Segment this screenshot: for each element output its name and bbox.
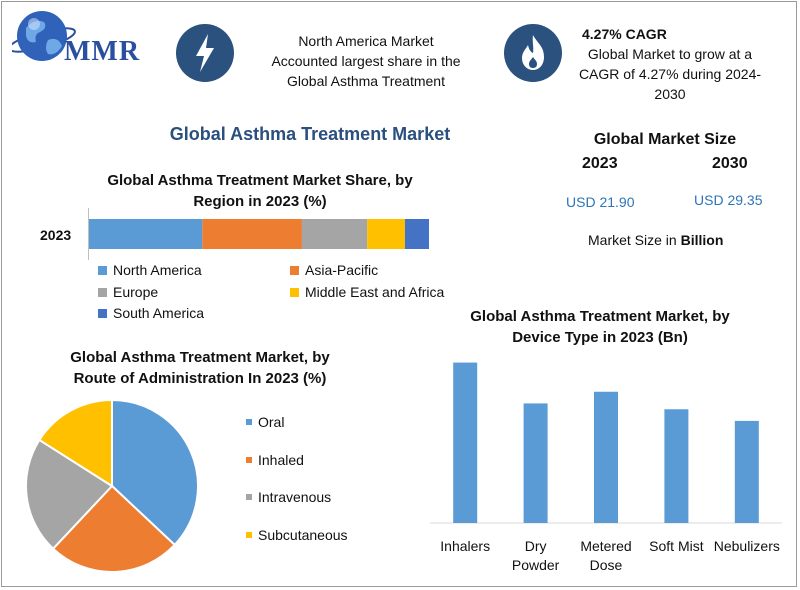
cagr-line-2: CAGR of 4.27% during 2024- <box>578 66 762 82</box>
route-chart-title-line-1: Global Asthma Treatment Market, by <box>70 349 330 366</box>
device-label-soft-mist: Soft Mist <box>649 538 704 554</box>
pie-legend-intravenous: Intravenous <box>246 489 331 505</box>
lightning-bolt-icon <box>176 24 234 82</box>
legend-swatch-north-america <box>98 265 107 275</box>
device-bar-inhalers <box>453 362 478 523</box>
highlight-line-3: Global Asthma Treatment <box>287 73 445 89</box>
device-bar-nebulizers <box>734 420 759 523</box>
cagr-line-3: 2030 <box>654 86 686 102</box>
region-chart-title-line-2: Region in 2023 (%) <box>193 193 327 210</box>
cagr-title: 4.27% CAGR <box>582 26 667 42</box>
cagr-highlight: 4.27% CAGR Global Market to grow at a CA… <box>570 24 770 104</box>
pie-legend-swatch-subcutaneous <box>246 532 252 538</box>
pie-slice-subcutaneous <box>38 398 113 488</box>
legend-label-south-america: South America <box>113 305 205 321</box>
legend-swatch-middle-east-africa <box>290 287 299 297</box>
device-label-nebulizers: Nebulizers <box>714 538 780 554</box>
pie-legend-label-subcutaneous: Subcutaneous <box>258 527 348 543</box>
legend-swatch-europe <box>98 287 107 297</box>
market-size-value-2023: USD 21.90 <box>566 194 635 210</box>
device-label-dry-powder-line-2: Powder <box>512 557 560 573</box>
pie-legend-label-intravenous: Intravenous <box>258 489 332 505</box>
pie-slice-inhaled <box>51 484 177 573</box>
pie-slice-intravenous <box>25 438 114 551</box>
device-label-dry-powder-line-1: Dry <box>525 538 547 554</box>
legend-label-north-america: North America <box>113 262 202 278</box>
device-bar-dry-powder <box>523 403 548 523</box>
main-title: Global Asthma Treatment Market <box>169 124 451 144</box>
legend-south-america: South America <box>98 305 204 321</box>
pie-legend-oral: Oral <box>246 414 284 430</box>
legend-label-asia-pacific: Asia-Pacific <box>305 262 379 278</box>
legend-label-middle-east-africa: Middle East and Africa <box>305 284 445 300</box>
brand-logo-text: MMR <box>64 36 141 67</box>
route-pie-chart <box>25 398 199 573</box>
device-column-chart: Inhalers Dry Powder Metered Dose Soft Mist Neb… <box>430 362 782 573</box>
pie-legend-subcutaneous: Subcutaneous <box>246 527 348 543</box>
market-size-note-prefix: Market Size in <box>588 232 681 248</box>
market-size-title: Global Market Size <box>593 131 737 148</box>
stacked-segment-europe <box>301 219 368 249</box>
globe-logo-icon <box>12 11 76 61</box>
flame-icon <box>504 24 562 82</box>
device-chart-title-line-2: Device Type in 2023 (Bn) <box>512 329 688 346</box>
stacked-segment-south-america <box>404 219 429 249</box>
highlight-line-1: North America Market <box>298 33 434 49</box>
cagr-line-1: Global Market to grow at a <box>587 46 753 62</box>
legend-europe: Europe <box>98 284 158 300</box>
pie-legend-swatch-oral <box>246 419 252 425</box>
pie-slice-oral <box>111 398 199 547</box>
device-label-metered-dose-line-2: Dose <box>590 557 623 573</box>
pie-legend-label-oral: Oral <box>258 414 285 430</box>
market-size-note: Market Size in Billion <box>588 232 723 248</box>
region-chart-axis <box>88 208 89 260</box>
legend-north-america: North America <box>98 262 202 278</box>
market-size-year-2023: 2023 <box>582 155 618 172</box>
region-stacked-bar <box>89 219 429 249</box>
north-america-highlight: North America Market Accounted largest s… <box>246 31 486 91</box>
pie-legend-swatch-intravenous <box>246 494 252 500</box>
market-size-value-2030: USD 29.35 <box>694 192 763 208</box>
market-size-note-unit: Billion <box>680 232 724 248</box>
market-size-year-2030: 2030 <box>712 155 748 172</box>
device-chart-title-line-1: Global Asthma Treatment Market, by <box>470 308 730 325</box>
region-chart-title-line-1: Global Asthma Treatment Market Share, by <box>107 172 413 189</box>
legend-middle-east-africa: Middle East and Africa <box>290 284 444 300</box>
legend-asia-pacific: Asia-Pacific <box>290 262 378 278</box>
legend-swatch-asia-pacific <box>290 265 299 275</box>
pie-legend-inhaled: Inhaled <box>246 452 304 468</box>
device-chart-title: Global Asthma Treatment Market, by Devic… <box>430 306 770 348</box>
highlight-line-2: Accounted largest share in the <box>271 53 461 69</box>
region-chart-title: Global Asthma Treatment Market Share, by… <box>80 170 440 212</box>
pie-legend-swatch-inhaled <box>246 457 252 463</box>
device-label-inhalers: Inhalers <box>440 538 490 554</box>
device-bar-soft-mist <box>664 409 689 523</box>
stacked-segment-middle-east-and-africa <box>367 219 405 249</box>
stacked-segment-asia-pacific <box>202 219 302 249</box>
stacked-segment-north-america <box>89 219 203 249</box>
pie-legend-label-inhaled: Inhaled <box>258 452 304 468</box>
device-bar-metered-dose <box>594 391 618 523</box>
route-chart-title: Global Asthma Treatment Market, by Route… <box>30 347 370 389</box>
region-chart-category-label: 2023 <box>40 227 72 243</box>
legend-swatch-south-america <box>98 308 107 318</box>
legend-label-europe: Europe <box>113 284 159 300</box>
device-label-metered-dose-line-1: Metered <box>580 538 631 554</box>
route-chart-title-line-2: Route of Administration In 2023 (%) <box>73 370 327 387</box>
